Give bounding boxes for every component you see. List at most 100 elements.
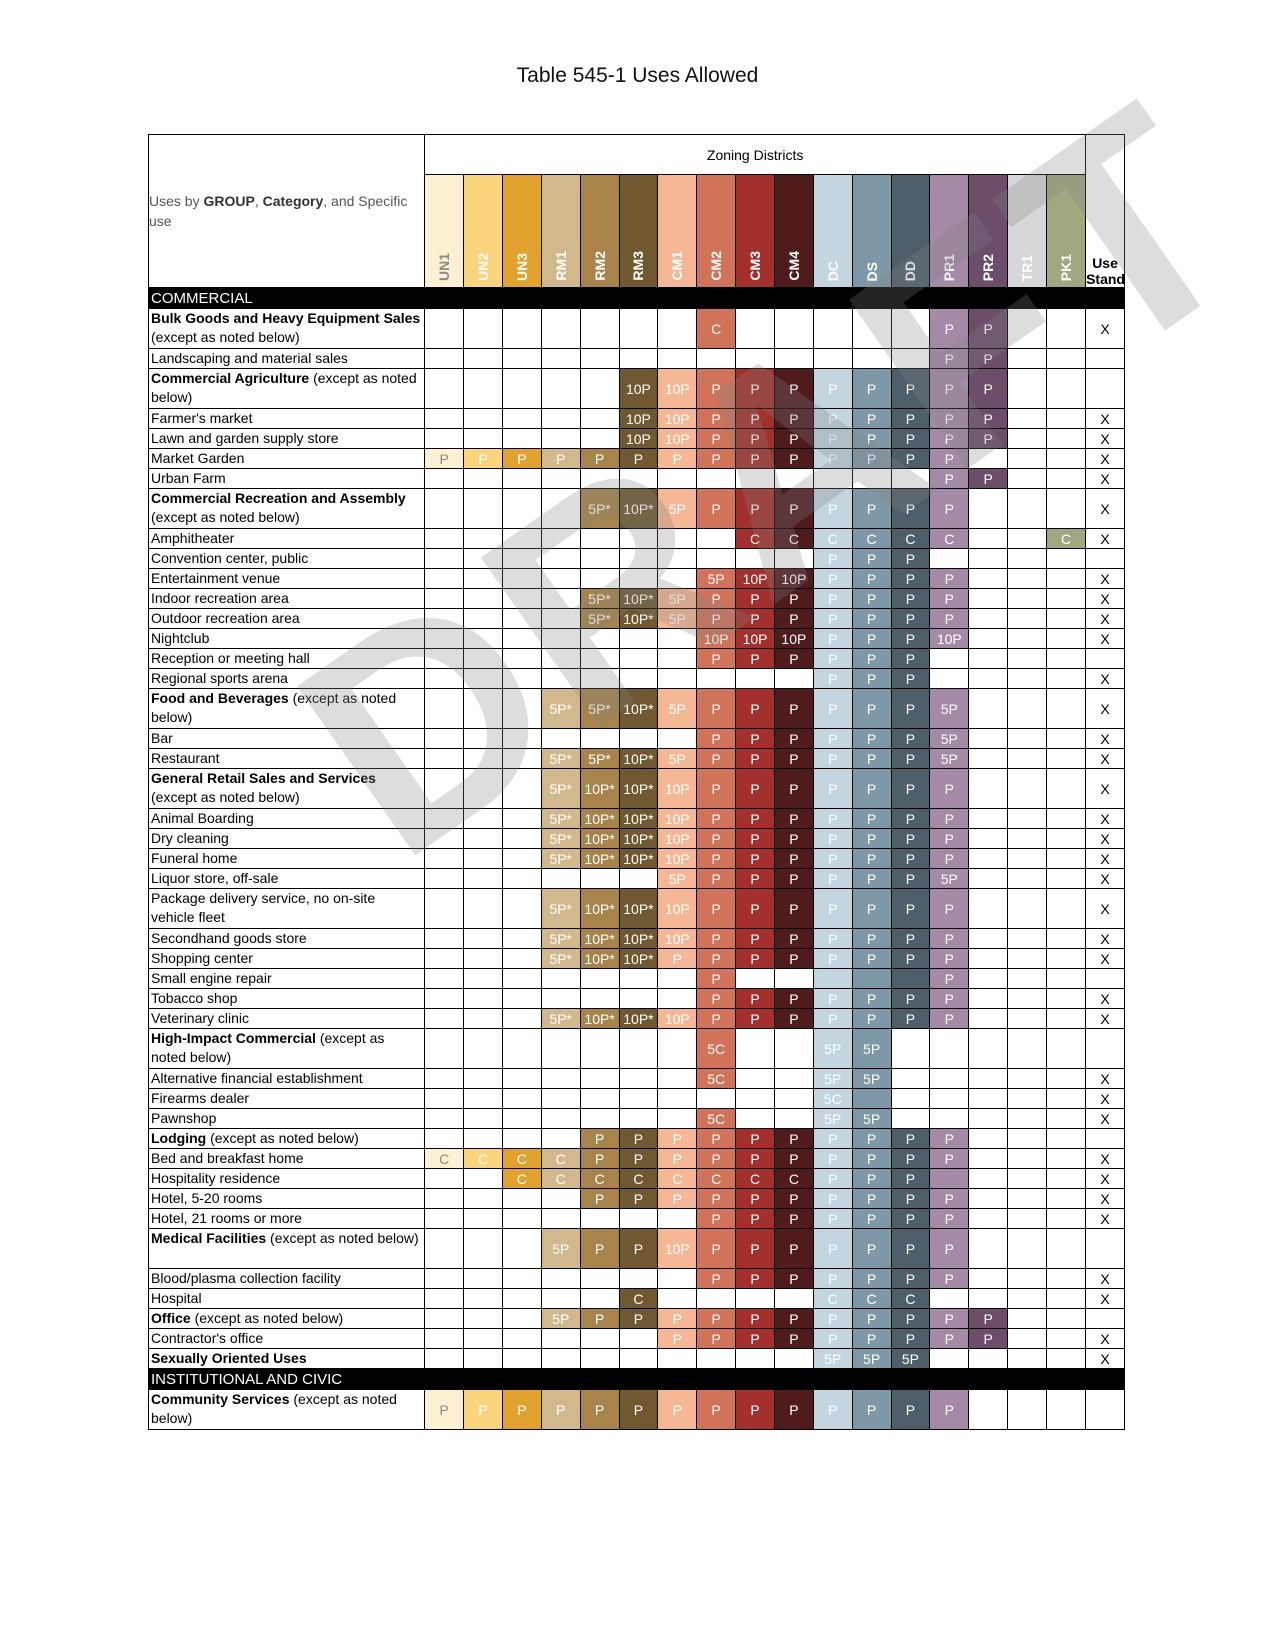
permission-cell-ds: P [851,868,892,889]
permission-cell-pk1 [1045,888,1087,929]
permission-cell-rm2 [579,988,620,1009]
permission-cell-dc: P [812,1188,853,1209]
permission-cell-tr1 [1007,728,1047,749]
permission-cell-un2 [463,968,503,989]
use-standard-cell [1085,348,1125,369]
permission-cell-dc: P [812,608,853,629]
use-standard-cell: X [1085,1268,1125,1289]
permission-cell-un2 [463,1108,503,1129]
permission-cell-cm4: P [773,488,814,529]
permission-cell-pr1: P [929,1328,970,1349]
permission-cell-cm3: P [735,1148,775,1169]
permission-cell-pr2 [968,808,1009,829]
permission-cell-ds: P [851,628,892,649]
permission-cell-dc: P [812,768,853,809]
permission-cell-cm4 [773,348,814,369]
permission-cell-tr1 [1007,888,1047,929]
permission-cell-cm3: P [735,868,775,889]
permission-cell-dc: P [812,868,853,889]
use-standard-header: Use Standard [1085,134,1125,288]
permission-cell-cm3: P [735,828,775,849]
permission-cell-rm1 [540,1208,581,1229]
permission-cell-rm2: 5P* [579,488,620,529]
permission-cell-dc: P [812,1268,853,1289]
permission-cell-cm1: 10P [657,808,698,829]
permission-cell-cm3 [735,348,775,369]
district-header-cm4: CM4 [773,174,814,288]
permission-cell-un3 [501,368,542,409]
permission-cell-rm1 [540,348,581,369]
permission-cell-un3 [501,1348,542,1369]
permission-cell-tr1 [1007,648,1047,669]
permission-cell-cm2: 5P [696,568,737,589]
permission-cell-un3 [501,808,542,829]
permission-cell-cm1: P [657,1128,698,1149]
permission-cell-un1 [424,1068,465,1089]
permission-cell-pk1 [1045,1308,1087,1329]
permission-cell-un2 [463,628,503,649]
permission-cell-ds: P [851,1128,892,1149]
permission-cell-cm1: P [657,1148,698,1169]
permission-cell-rm1: 5P* [540,848,581,869]
permission-cell-cm2: P [696,648,737,669]
permission-cell-cm4 [773,1108,814,1129]
permission-cell-un1 [424,748,465,769]
use-name: Office (except as noted below) [147,1308,426,1329]
permission-cell-rm1 [540,868,581,889]
use-name: Restaurant [147,748,426,769]
permission-cell-cm2: P [696,868,737,889]
permission-cell-pr2 [968,688,1009,729]
permission-cell-rm1 [540,1128,581,1149]
table-row: Lawn and garden supply store 10P 10P P P P P P P… [147,428,1125,449]
permission-cell-dc: C [812,528,853,549]
use-name: Food and Beverages (except as noted belo… [147,688,426,729]
permission-cell-cm2: P [696,1389,737,1430]
permission-cell-tr1 [1007,468,1047,489]
permission-cell-tr1 [1007,668,1047,689]
permission-cell-rm3 [618,528,659,549]
permission-cell-un3 [501,748,542,769]
zoning-districts-header: Zoning Districts [424,134,1087,175]
permission-cell-pr2 [968,1268,1009,1289]
permission-cell-pk1 [1045,608,1087,629]
permission-cell-pr1: 5P [929,728,970,749]
permission-cell-rm3 [618,628,659,649]
permission-cell-cm1 [657,308,698,349]
permission-cell-cm2: P [696,1128,737,1149]
use-name: Tobacco shop [147,988,426,1009]
permission-cell-ds: P [851,948,892,969]
permission-cell-tr1 [1007,1128,1047,1149]
permission-cell-dc: P [812,1128,853,1149]
permission-cell-dc: P [812,808,853,829]
permission-cell-un2 [463,608,503,629]
permission-cell-cm2: 10P [696,628,737,649]
permission-cell-cm4: C [773,528,814,549]
use-standard-cell: X [1085,928,1125,949]
use-name: Entertainment venue [147,568,426,589]
permission-cell-pk1 [1045,1188,1087,1209]
use-standard-cell [1085,968,1125,989]
permission-cell-un2 [463,548,503,569]
use-standard-cell: X [1085,768,1125,809]
permission-cell-pr2 [968,868,1009,889]
district-header-un2: UN2 [463,174,503,288]
permission-cell-pk1 [1045,1148,1087,1169]
permission-cell-rm2 [579,408,620,429]
permission-cell-pr1: 5P [929,868,970,889]
permission-cell-dd: P [890,928,931,949]
permission-cell-pr1: P [929,488,970,529]
permission-cell-un1 [424,1028,465,1069]
permission-cell-un3 [501,768,542,809]
permission-cell-rm3 [618,648,659,669]
permission-cell-rm3: 10P* [618,748,659,769]
permission-cell-ds: C [851,1288,892,1309]
permission-cell-ds: P [851,648,892,669]
permission-cell-dc: P [812,668,853,689]
permission-cell-pr1: P [929,448,970,469]
permission-cell-un1 [424,808,465,829]
permission-cell-pr2 [968,548,1009,569]
permission-cell-dd [890,348,931,369]
permission-cell-cm3: P [735,1308,775,1329]
permission-cell-cm4: P [773,1328,814,1349]
permission-cell-rm2 [579,1068,620,1089]
